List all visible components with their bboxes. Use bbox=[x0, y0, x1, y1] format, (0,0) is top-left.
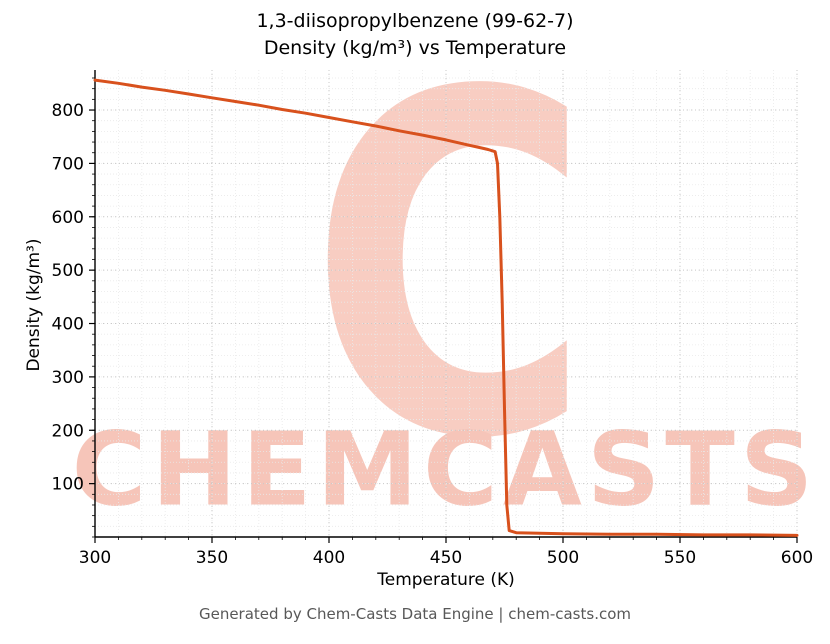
chart-title: 1,3-diisopropylbenzene (99-62-7) Density… bbox=[0, 8, 830, 62]
x-tick-label: 400 bbox=[313, 548, 345, 568]
y-tick-label: 500 bbox=[52, 261, 84, 281]
footer-text: Generated by Chem-Casts Data Engine | ch… bbox=[198, 605, 632, 623]
watermark-logo: C bbox=[308, 0, 592, 541]
density-line bbox=[93, 78, 799, 537]
y-tick-label: 100 bbox=[52, 475, 84, 495]
y-tick-label: 600 bbox=[52, 208, 84, 228]
x-tick-label: 600 bbox=[781, 548, 813, 568]
y-tick-label: 800 bbox=[52, 101, 84, 121]
x-tick-label: 300 bbox=[79, 548, 111, 568]
y-tick-label: 400 bbox=[52, 315, 84, 335]
y-tick-label: 200 bbox=[52, 421, 84, 441]
chart-title-line2: Density (kg/m³) vs Temperature bbox=[263, 37, 567, 59]
y-tick-label: 700 bbox=[52, 154, 84, 174]
x-tick-label: 450 bbox=[430, 548, 462, 568]
x-axis-label: Temperature (K) bbox=[377, 570, 515, 590]
x-tick-label: 500 bbox=[547, 548, 579, 568]
x-tick-label: 550 bbox=[664, 548, 696, 568]
chart-title-line1: 1,3-diisopropylbenzene (99-62-7) bbox=[256, 10, 574, 32]
y-axis-label: Density (kg/m³) bbox=[24, 238, 44, 372]
y-tick-label: 300 bbox=[52, 368, 84, 388]
x-tick-label: 350 bbox=[196, 548, 228, 568]
